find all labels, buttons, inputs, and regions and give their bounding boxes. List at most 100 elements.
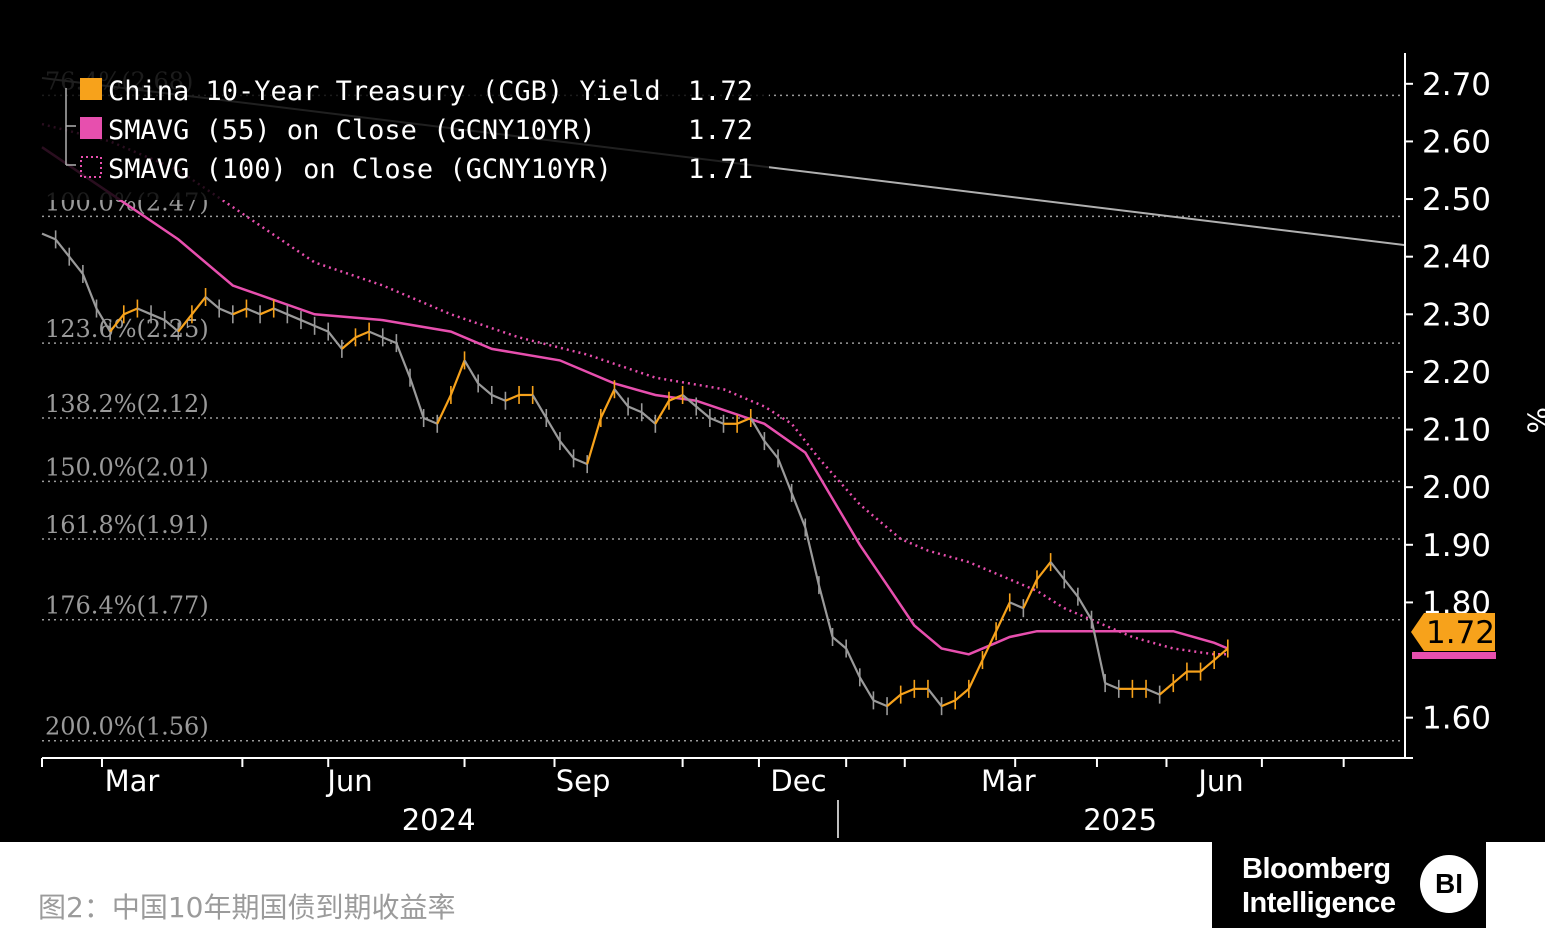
logo-line-1: Bloomberg	[1242, 853, 1391, 885]
yield-segment	[341, 336, 357, 350]
legend-label-sma100: SMAVG (100) on Close (GCNY10YR)	[108, 154, 612, 185]
yield-segment	[449, 359, 466, 396]
y-tick-label-5: 2.20	[1422, 355, 1491, 391]
yield-segment	[150, 313, 166, 322]
yield-segment	[204, 296, 220, 310]
legend-label-yield: China 10-Year Treasury (CGB) Yield	[108, 76, 661, 107]
yield-segment	[599, 388, 616, 419]
bloomberg-intelligence-logo: Bloomberg Intelligence BI	[1212, 842, 1486, 928]
sma55-line	[41, 146, 1229, 656]
yield-segment	[900, 687, 915, 696]
yield-segment	[423, 417, 438, 425]
yield-segment	[927, 688, 943, 707]
fib-label-3: 138.2%(2.12)	[45, 390, 209, 418]
yield-segment	[1090, 619, 1107, 684]
yield-segment	[749, 417, 766, 442]
last-value-label: 1.72	[1426, 615, 1495, 651]
legend-bracket	[65, 88, 76, 166]
yield-segment	[776, 457, 793, 494]
yield-segment	[477, 382, 493, 396]
series-layer	[41, 122, 1229, 716]
yield-segment	[681, 394, 697, 408]
yield-segment	[68, 255, 84, 275]
x-month-label-0: Mar	[105, 764, 160, 798]
x-month-label-5: Jun	[1196, 764, 1243, 798]
logo-badge: BI	[1420, 855, 1478, 913]
yield-segment	[41, 232, 57, 241]
y-tick-label-6: 2.10	[1422, 413, 1491, 449]
yield-segment	[504, 393, 520, 402]
yield-segment	[995, 601, 1011, 632]
yield-segment	[246, 307, 261, 316]
last-value-tag: 1.72	[1411, 613, 1496, 659]
yield-segment	[368, 330, 384, 339]
yield-segment	[763, 440, 779, 460]
y-tick-label-8: 1.90	[1422, 528, 1491, 564]
fib-label-7: 200.0%(1.56)	[45, 713, 209, 741]
yield-segment	[436, 394, 452, 425]
yield-segment	[395, 342, 412, 379]
legend-value-yield: 1.72	[688, 76, 753, 107]
logo-text: Bloomberg Intelligence	[1242, 852, 1396, 920]
yield-segment	[382, 336, 397, 345]
sma100-line	[41, 122, 1228, 656]
yield-segment	[1036, 561, 1052, 581]
y-tick-label-4: 2.30	[1422, 297, 1491, 333]
yield-segment	[355, 330, 370, 339]
yield-segment	[1172, 670, 1188, 684]
yield-segment	[163, 319, 180, 333]
yield-segment	[327, 330, 343, 350]
yield-segment	[586, 417, 602, 465]
fib-label-6: 176.4%(1.77)	[45, 592, 209, 620]
figure-caption: 图2：中国10年期国债到期收益率	[38, 891, 456, 924]
yield-segment	[95, 307, 112, 333]
y-tick-label-0: 2.70	[1422, 67, 1491, 103]
fib-label-4: 150.0%(2.01)	[45, 453, 209, 481]
yield-segment	[845, 648, 861, 678]
yield-segment	[232, 307, 247, 316]
yield-segment	[286, 313, 302, 322]
yield-segment	[408, 377, 425, 419]
yield-segment	[736, 417, 752, 425]
yield-segment	[873, 699, 888, 708]
yield-segment	[1213, 647, 1229, 661]
yield-segment	[1076, 596, 1093, 621]
y-tick-label-10: 1.60	[1422, 701, 1491, 737]
yield-segment	[627, 405, 643, 414]
y-tick-label-7: 2.00	[1422, 470, 1491, 506]
yield-segment	[804, 527, 820, 586]
yield-segment	[1145, 687, 1161, 696]
y-unit-label: %	[1521, 407, 1545, 434]
yield-segment	[177, 313, 193, 333]
yield-segment	[573, 457, 588, 466]
legend: China 10-Year Treasury (CGB) Yield 1.72 …	[41, 55, 769, 200]
yield-segment	[941, 699, 956, 708]
yield-segment	[463, 359, 480, 385]
yield-segment	[1049, 561, 1066, 581]
yield-segment	[136, 307, 152, 316]
yield-segment	[817, 584, 834, 638]
yield-segment	[123, 307, 138, 316]
y-tick-label-2: 2.50	[1422, 182, 1491, 218]
last-value-tag-shape	[1411, 613, 1495, 651]
yield-segment	[559, 440, 575, 460]
yield-segment	[81, 273, 98, 309]
yield-segment	[831, 636, 847, 650]
x-year-label-0: 2024	[402, 803, 476, 837]
legend-swatch-yield	[80, 78, 102, 100]
yield-segment	[641, 411, 657, 425]
legend-swatch-sma100	[80, 156, 102, 178]
yield-segment	[1022, 578, 1038, 609]
yield-segment	[709, 417, 724, 425]
yield-segment	[858, 676, 875, 701]
yield-segment	[954, 688, 970, 702]
yield-segment	[790, 492, 807, 528]
yield-segment	[191, 296, 207, 315]
yield-segment	[545, 417, 561, 442]
yield-segment	[54, 238, 71, 258]
x-month-label-3: Dec	[770, 764, 826, 798]
legend-label-sma55: SMAVG (55) on Close (GCNY10YR)	[108, 115, 596, 146]
yield-segment	[1009, 601, 1024, 610]
